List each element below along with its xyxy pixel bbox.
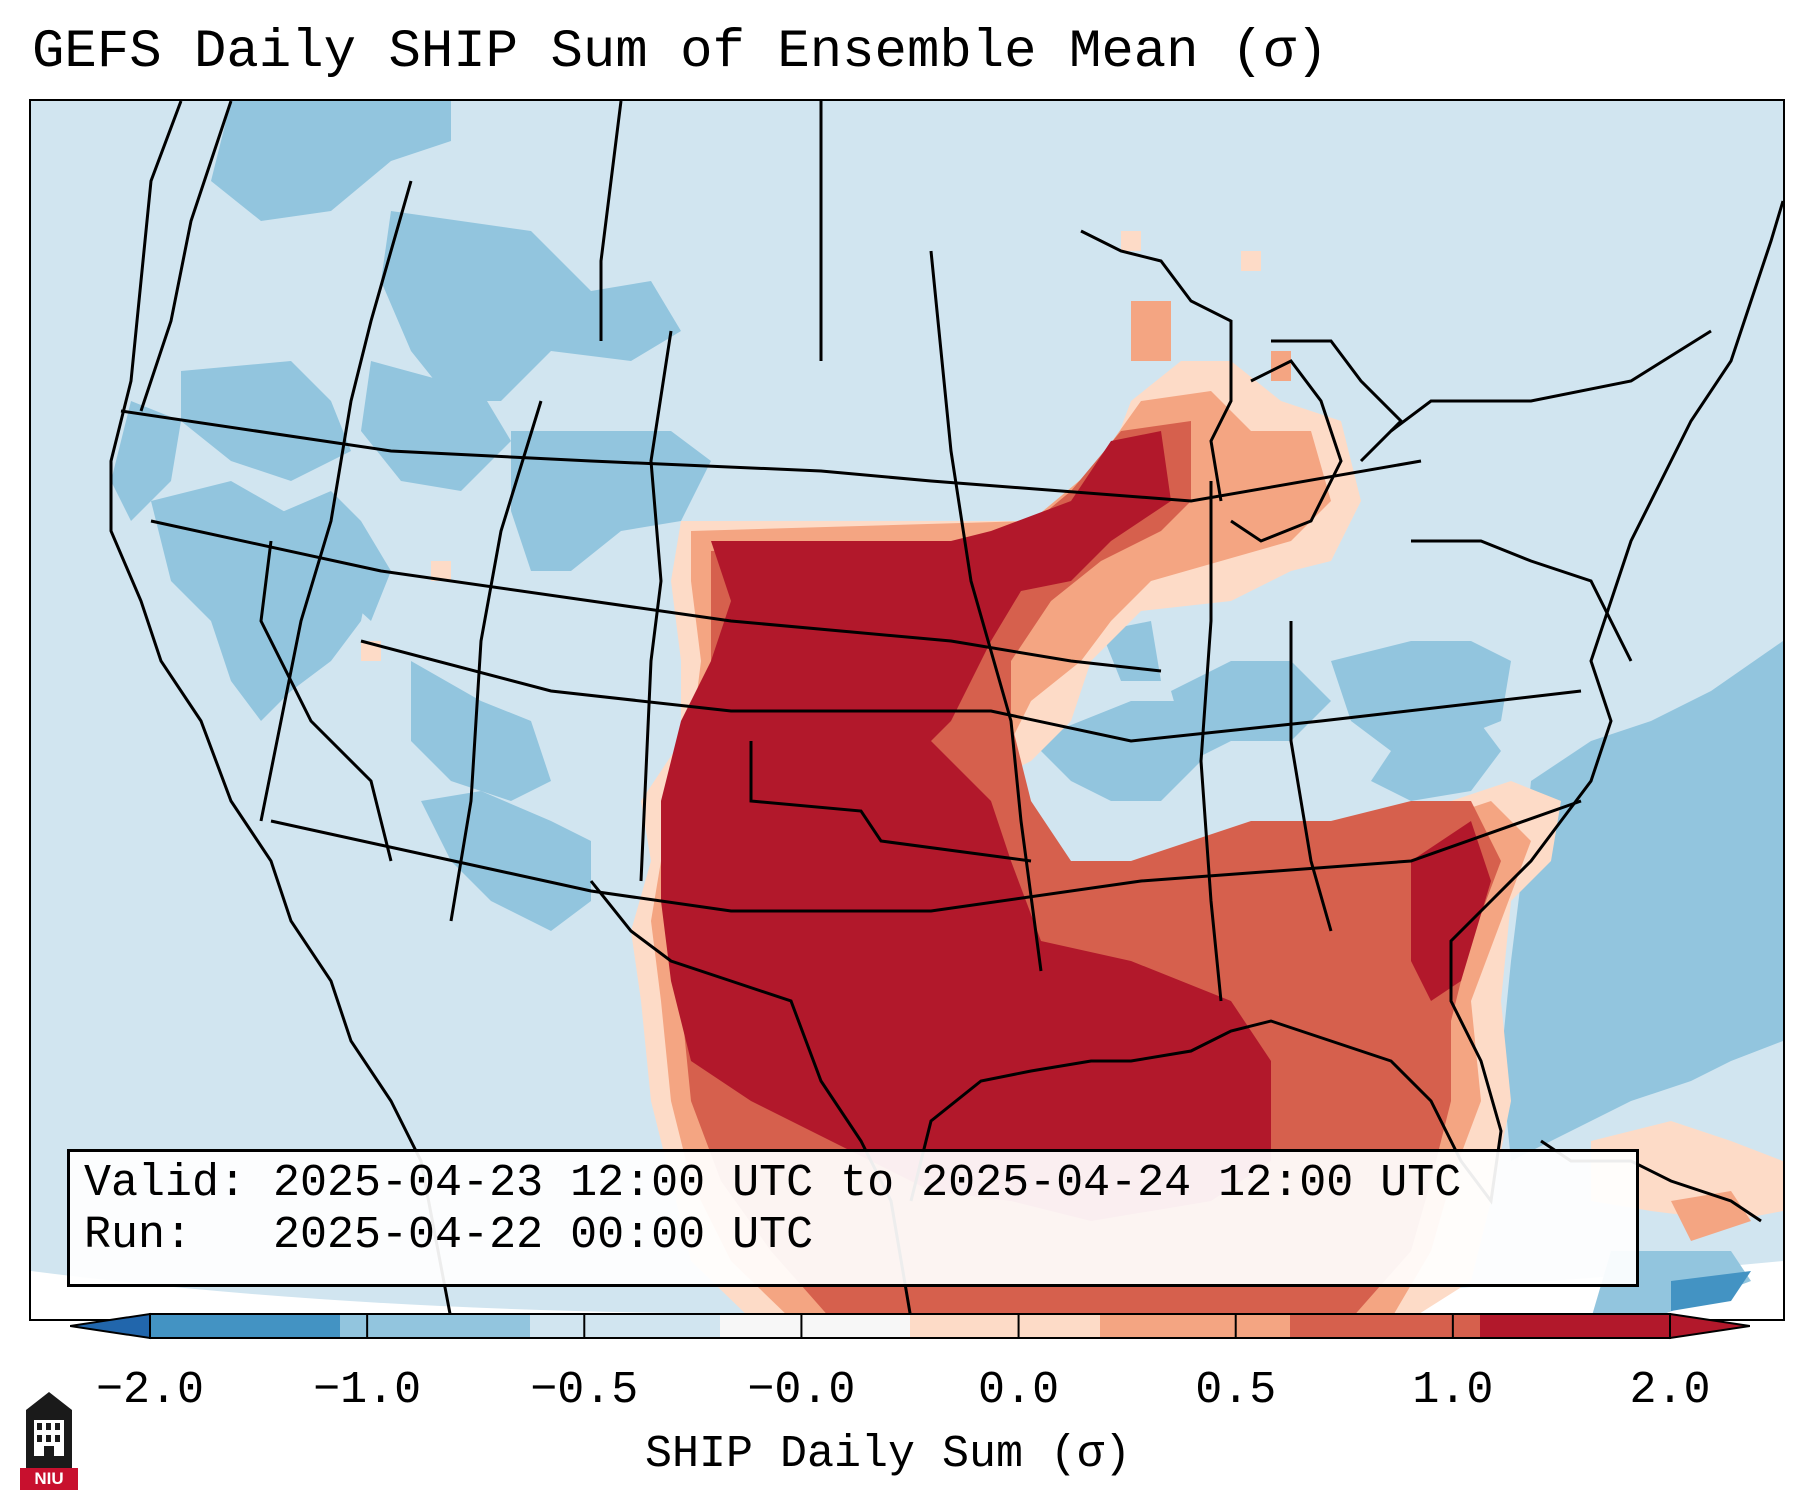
negative-anomaly-patches bbox=[111, 101, 1783, 1319]
colorbar bbox=[70, 1312, 1750, 1340]
colorbar-segment bbox=[910, 1314, 1101, 1338]
colorbar-extend-high bbox=[1669, 1312, 1750, 1340]
map-panel: Valid: 2025-04-23 12:00 UTC to 2025-04-2… bbox=[29, 99, 1785, 1321]
niu-tower-icon bbox=[26, 1392, 72, 1468]
colorbar-tick-label: −0.5 bbox=[530, 1365, 639, 1416]
colorbar-segment bbox=[720, 1314, 911, 1338]
strong-negative-patches bbox=[1671, 1271, 1751, 1311]
colorbar-segment bbox=[1290, 1314, 1481, 1338]
state-boundaries bbox=[120, 101, 1712, 1002]
colorbar-tick-label: 0.5 bbox=[1195, 1365, 1277, 1416]
colorbar-segment bbox=[150, 1314, 341, 1338]
valid-time-text: Valid: 2025-04-23 12:00 UTC to 2025-04-2… bbox=[84, 1158, 1462, 1209]
colorbar-segment bbox=[1480, 1314, 1671, 1338]
colorbar-extend-low bbox=[70, 1312, 151, 1340]
colorbar-tick-label: −0.0 bbox=[747, 1365, 856, 1416]
page-title: GEFS Daily SHIP Sum of Ensemble Mean (σ) bbox=[32, 22, 1329, 83]
valid-time-box: Valid: 2025-04-23 12:00 UTC to 2025-04-2… bbox=[67, 1149, 1639, 1287]
colorbar-tick-label: 1.0 bbox=[1412, 1365, 1494, 1416]
colorbar-tick-label: 0.0 bbox=[978, 1365, 1060, 1416]
run-time-text: Run: 2025-04-22 00:00 UTC bbox=[84, 1210, 814, 1261]
niu-logo: NIU bbox=[20, 1390, 78, 1490]
colorbar-segment bbox=[340, 1314, 531, 1338]
colorbar-tick-label: −1.0 bbox=[313, 1365, 422, 1416]
niu-logo-text: NIU bbox=[20, 1468, 78, 1490]
colorbar-label: SHIP Daily Sum (σ) bbox=[644, 1429, 1132, 1480]
colorbar-segment bbox=[1100, 1314, 1291, 1338]
colorbar-segments bbox=[150, 1314, 1671, 1338]
ship-field-map bbox=[31, 101, 1783, 1319]
colorbar-segment bbox=[530, 1314, 721, 1338]
colorbar-tick-label: −2.0 bbox=[95, 1365, 205, 1416]
colorbar-tick-label: 2.0 bbox=[1629, 1365, 1711, 1416]
